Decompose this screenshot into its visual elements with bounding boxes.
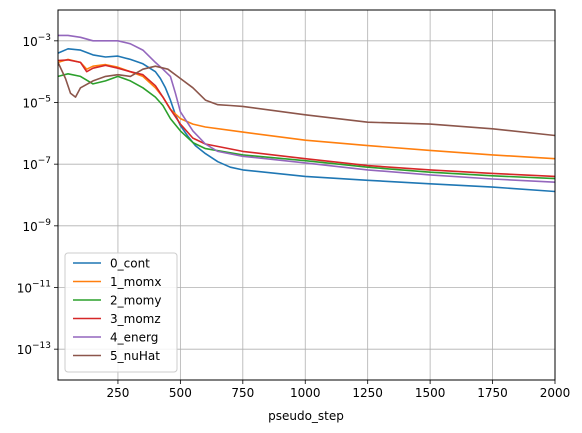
legend-label-3_momz: 3_momz bbox=[110, 312, 161, 326]
series-layer bbox=[58, 34, 555, 193]
series-line-3_momz bbox=[58, 59, 555, 178]
y-tick-label: 10−3 bbox=[22, 33, 51, 49]
y-tick-label-base: 10 bbox=[22, 220, 37, 234]
x-tick-label: 1000 bbox=[290, 386, 321, 400]
legend-label-4_energ: 4_energ bbox=[110, 331, 158, 345]
legend: 0_cont 1_momx 2_momy 3_momz 4_energ 5_nuHat bbox=[64, 252, 178, 373]
y-tick-label-base: 10 bbox=[17, 343, 32, 357]
legend-box bbox=[64, 252, 178, 373]
x-axis-label: pseudo_step bbox=[268, 409, 344, 423]
x-tick-label: 2000 bbox=[540, 386, 571, 400]
y-tick-label-exponent: −11 bbox=[32, 280, 51, 290]
x-tick-label: 1750 bbox=[477, 386, 508, 400]
series-line-5_nuHat bbox=[58, 62, 555, 137]
x-tick-label: 1250 bbox=[352, 386, 383, 400]
y-tick-label: 10−11 bbox=[17, 280, 51, 296]
y-tick-label-exponent: −7 bbox=[38, 156, 51, 166]
y-tick-label-base: 10 bbox=[22, 35, 37, 49]
legend-label-0_cont: 0_cont bbox=[110, 257, 150, 271]
y-tick-label: 10−5 bbox=[22, 95, 51, 111]
x-tick-label: 500 bbox=[169, 386, 192, 400]
plot-frame bbox=[57, 9, 556, 381]
series-line-4_energ bbox=[58, 34, 555, 183]
series-line-2_momy bbox=[58, 73, 555, 180]
y-tick-label: 10−13 bbox=[17, 341, 51, 357]
y-tick-label-exponent: −3 bbox=[38, 33, 51, 43]
y-tick-label-base: 10 bbox=[17, 282, 32, 296]
y-tick-label-exponent: −9 bbox=[38, 218, 52, 228]
y-tick-label: 10−9 bbox=[22, 218, 51, 234]
x-axis-ticks: 250 500 750 1000 1250 1500 1750 2000 bbox=[106, 380, 570, 400]
x-tick-label: 1500 bbox=[415, 386, 446, 400]
legend-label-5_nuHat: 5_nuHat bbox=[110, 349, 160, 363]
legend-label-2_momy: 2_momy bbox=[110, 294, 161, 308]
y-tick-label-exponent: −13 bbox=[32, 341, 51, 351]
legend-label-1_momx: 1_momx bbox=[110, 275, 161, 289]
y-tick-label-base: 10 bbox=[22, 97, 37, 111]
y-tick-label-exponent: −5 bbox=[38, 95, 51, 105]
y-tick-label: 10−7 bbox=[22, 156, 51, 172]
x-tick-label: 250 bbox=[106, 386, 129, 400]
y-tick-label-base: 10 bbox=[22, 158, 37, 172]
x-tick-label: 750 bbox=[231, 386, 254, 400]
